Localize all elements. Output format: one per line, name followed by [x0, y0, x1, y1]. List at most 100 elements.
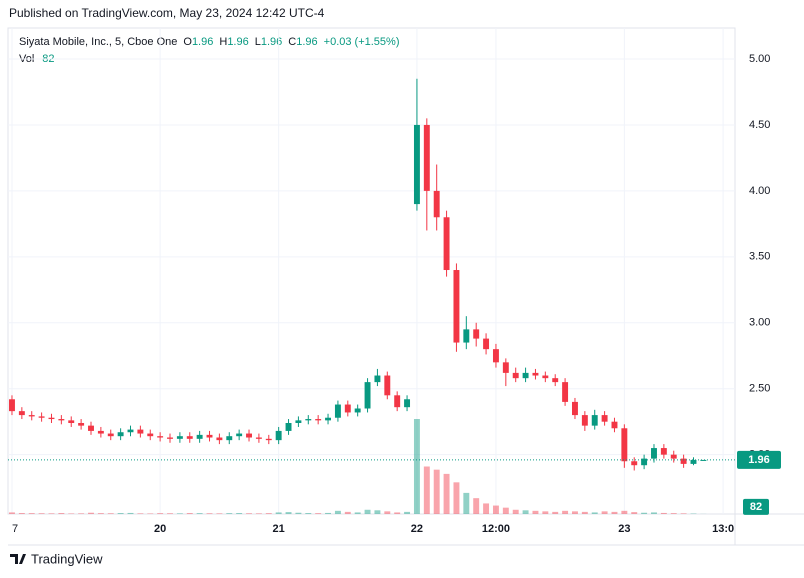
volume-bar: [611, 511, 618, 514]
volume-bar: [137, 513, 144, 514]
volume-bar: [581, 511, 588, 514]
candle-body: [384, 375, 391, 396]
candle-body: [413, 124, 420, 205]
x-tick-label: 13:0: [712, 523, 734, 535]
x-tick-label: 21: [273, 523, 285, 535]
volume-bar: [334, 510, 341, 514]
volume-tag-label: 82: [750, 501, 762, 513]
legend-ohlc-value: 1.96: [227, 36, 248, 48]
volume-bar: [492, 505, 499, 514]
volume-bar: [463, 492, 470, 514]
volume-bar: [443, 473, 450, 514]
candle-body: [394, 395, 401, 408]
candle-body: [246, 433, 252, 438]
candle-body: [295, 420, 302, 424]
y-tick-label: 5.00: [749, 53, 770, 65]
candle-body: [532, 372, 539, 376]
candle-body: [176, 436, 183, 439]
candle-body: [660, 448, 667, 455]
candle-body: [443, 217, 450, 271]
volume-bar: [18, 513, 25, 514]
candle-body: [167, 437, 173, 439]
x-tick-label: 12:00: [482, 523, 510, 535]
candle-body: [206, 434, 213, 438]
candle-body: [78, 423, 85, 426]
candle-body: [473, 329, 480, 339]
volume-bar: [404, 511, 411, 514]
candle-body: [542, 375, 549, 379]
volume-bar: [97, 513, 104, 514]
last-price-label: 1.96: [748, 454, 769, 466]
x-tick-label: 20: [154, 523, 166, 535]
y-tick-label: 3.50: [749, 251, 770, 263]
candle-body: [344, 404, 351, 413]
volume-bar: [315, 513, 322, 514]
volume-bar: [246, 513, 252, 514]
x-tick-label: 22: [411, 523, 423, 535]
volume-bar: [176, 513, 183, 514]
volume-bar: [157, 513, 164, 514]
volume-bar: [374, 510, 381, 514]
volume-bar: [167, 513, 173, 514]
candle-body: [255, 437, 262, 439]
logo: [10, 554, 26, 564]
candle-body: [483, 338, 490, 350]
volume-bar: [542, 511, 549, 514]
candle-body: [265, 438, 272, 441]
candle-body: [18, 411, 25, 416]
candle-body: [137, 429, 144, 434]
volume-bar: [325, 512, 332, 514]
candle-body: [107, 433, 114, 437]
candle-body: [68, 420, 75, 424]
candle-body: [423, 124, 430, 191]
volume-bar: [473, 498, 480, 514]
candle-body: [315, 419, 322, 421]
volume-bar: [88, 512, 94, 514]
volume-bar: [295, 512, 302, 514]
candle-body: [38, 416, 45, 418]
legend-ohlc-value: 1.96: [296, 36, 317, 48]
candle-body: [581, 415, 588, 426]
candle-body: [186, 436, 193, 439]
volume-bar: [38, 513, 45, 514]
volume-bar: [670, 513, 677, 514]
volume-bar: [305, 513, 312, 514]
last-price-tag: [737, 450, 781, 469]
volume-bar: [186, 513, 193, 514]
candle-body: [611, 421, 618, 429]
candle-body: [157, 436, 164, 438]
volume-bar: [206, 513, 213, 514]
volume-bar: [275, 512, 282, 514]
candle-body: [97, 430, 104, 434]
volume-bar: [68, 513, 75, 514]
volume-bar: [255, 513, 262, 514]
x-tick-label: 7: [12, 523, 18, 535]
volume-bar: [58, 513, 65, 514]
candle-body: [700, 459, 707, 461]
candle-body: [236, 433, 243, 437]
volume-bar: [591, 512, 598, 514]
candle-body: [680, 458, 687, 464]
candle-body: [562, 382, 569, 402]
candle-body: [127, 429, 134, 433]
volume-bar: [483, 503, 490, 514]
candle-body: [147, 433, 154, 437]
candle-body: [354, 408, 361, 413]
volume-bar: [562, 510, 569, 514]
volume-bar: [433, 469, 440, 514]
candle-body: [325, 417, 332, 421]
legend-change: +0.03 (+1.55%): [324, 36, 400, 48]
volume-bar: [216, 513, 223, 514]
volume-bar: [601, 511, 608, 514]
candle-body: [601, 415, 608, 422]
volume-bar: [344, 511, 351, 514]
volume-bar: [394, 512, 401, 514]
volume-bar: [641, 512, 648, 514]
volume-bar: [552, 511, 559, 514]
candle-body: [196, 434, 203, 439]
candle-body: [463, 329, 470, 343]
volume-bar: [354, 512, 361, 514]
legend-symbol: Siyata Mobile, Inc., 5, Cboe One: [19, 36, 177, 48]
candle-body: [226, 436, 233, 441]
